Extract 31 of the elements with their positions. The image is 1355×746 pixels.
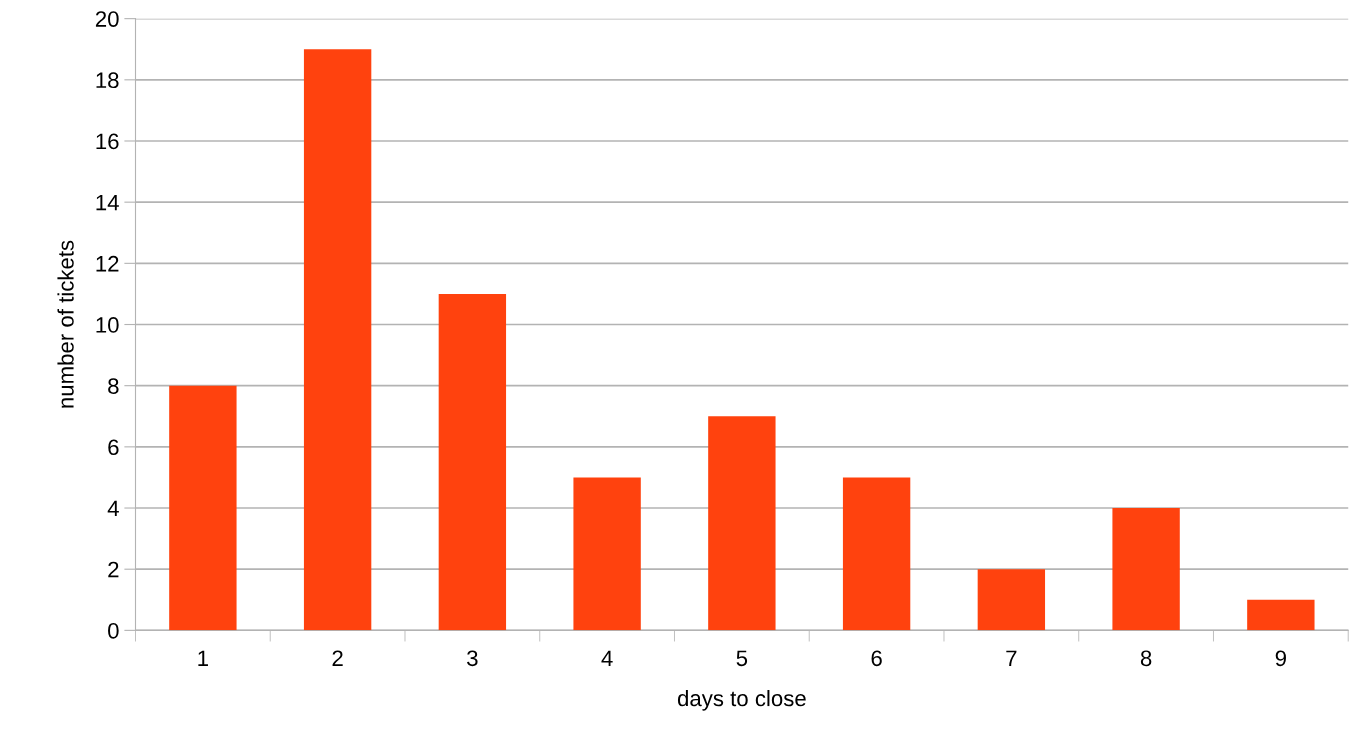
x-tick-label: 9 <box>1275 650 1286 667</box>
y-tick-label: 10 <box>96 317 119 333</box>
bar <box>169 385 237 631</box>
x-tick-label: 3 <box>467 650 478 667</box>
bar <box>842 477 911 631</box>
bar <box>977 569 1046 631</box>
y-tick-label: 14 <box>96 194 119 211</box>
y-tick-label: 8 <box>108 378 119 394</box>
y-tick-label: 6 <box>108 439 119 456</box>
y-tick-label: 20 <box>95 11 119 27</box>
bar <box>303 49 372 631</box>
y-tick-label: 18 <box>96 72 119 89</box>
x-tick-label: 2 <box>332 650 343 666</box>
bar <box>438 293 507 631</box>
y-tick-label: 16 <box>96 133 119 150</box>
y-axis-title: number of tickets <box>57 240 74 408</box>
x-tick-label: 6 <box>871 650 882 667</box>
y-tick-label: 0 <box>108 622 119 639</box>
y-tick-label: 2 <box>108 561 119 578</box>
x-tick-label: 7 <box>1006 650 1017 666</box>
bar <box>1112 508 1180 631</box>
x-tick-label: 4 <box>601 650 613 666</box>
bar <box>573 477 641 631</box>
bar <box>1247 599 1315 631</box>
x-tick-label: 5 <box>736 650 748 667</box>
bar <box>708 416 776 631</box>
x-axis-title: days to close <box>677 689 806 711</box>
y-tick-label: 4 <box>107 500 119 517</box>
y-tick-label: 12 <box>96 255 119 272</box>
x-tick-label: 1 <box>198 650 208 666</box>
x-tick-label: 8 <box>1140 650 1152 667</box>
